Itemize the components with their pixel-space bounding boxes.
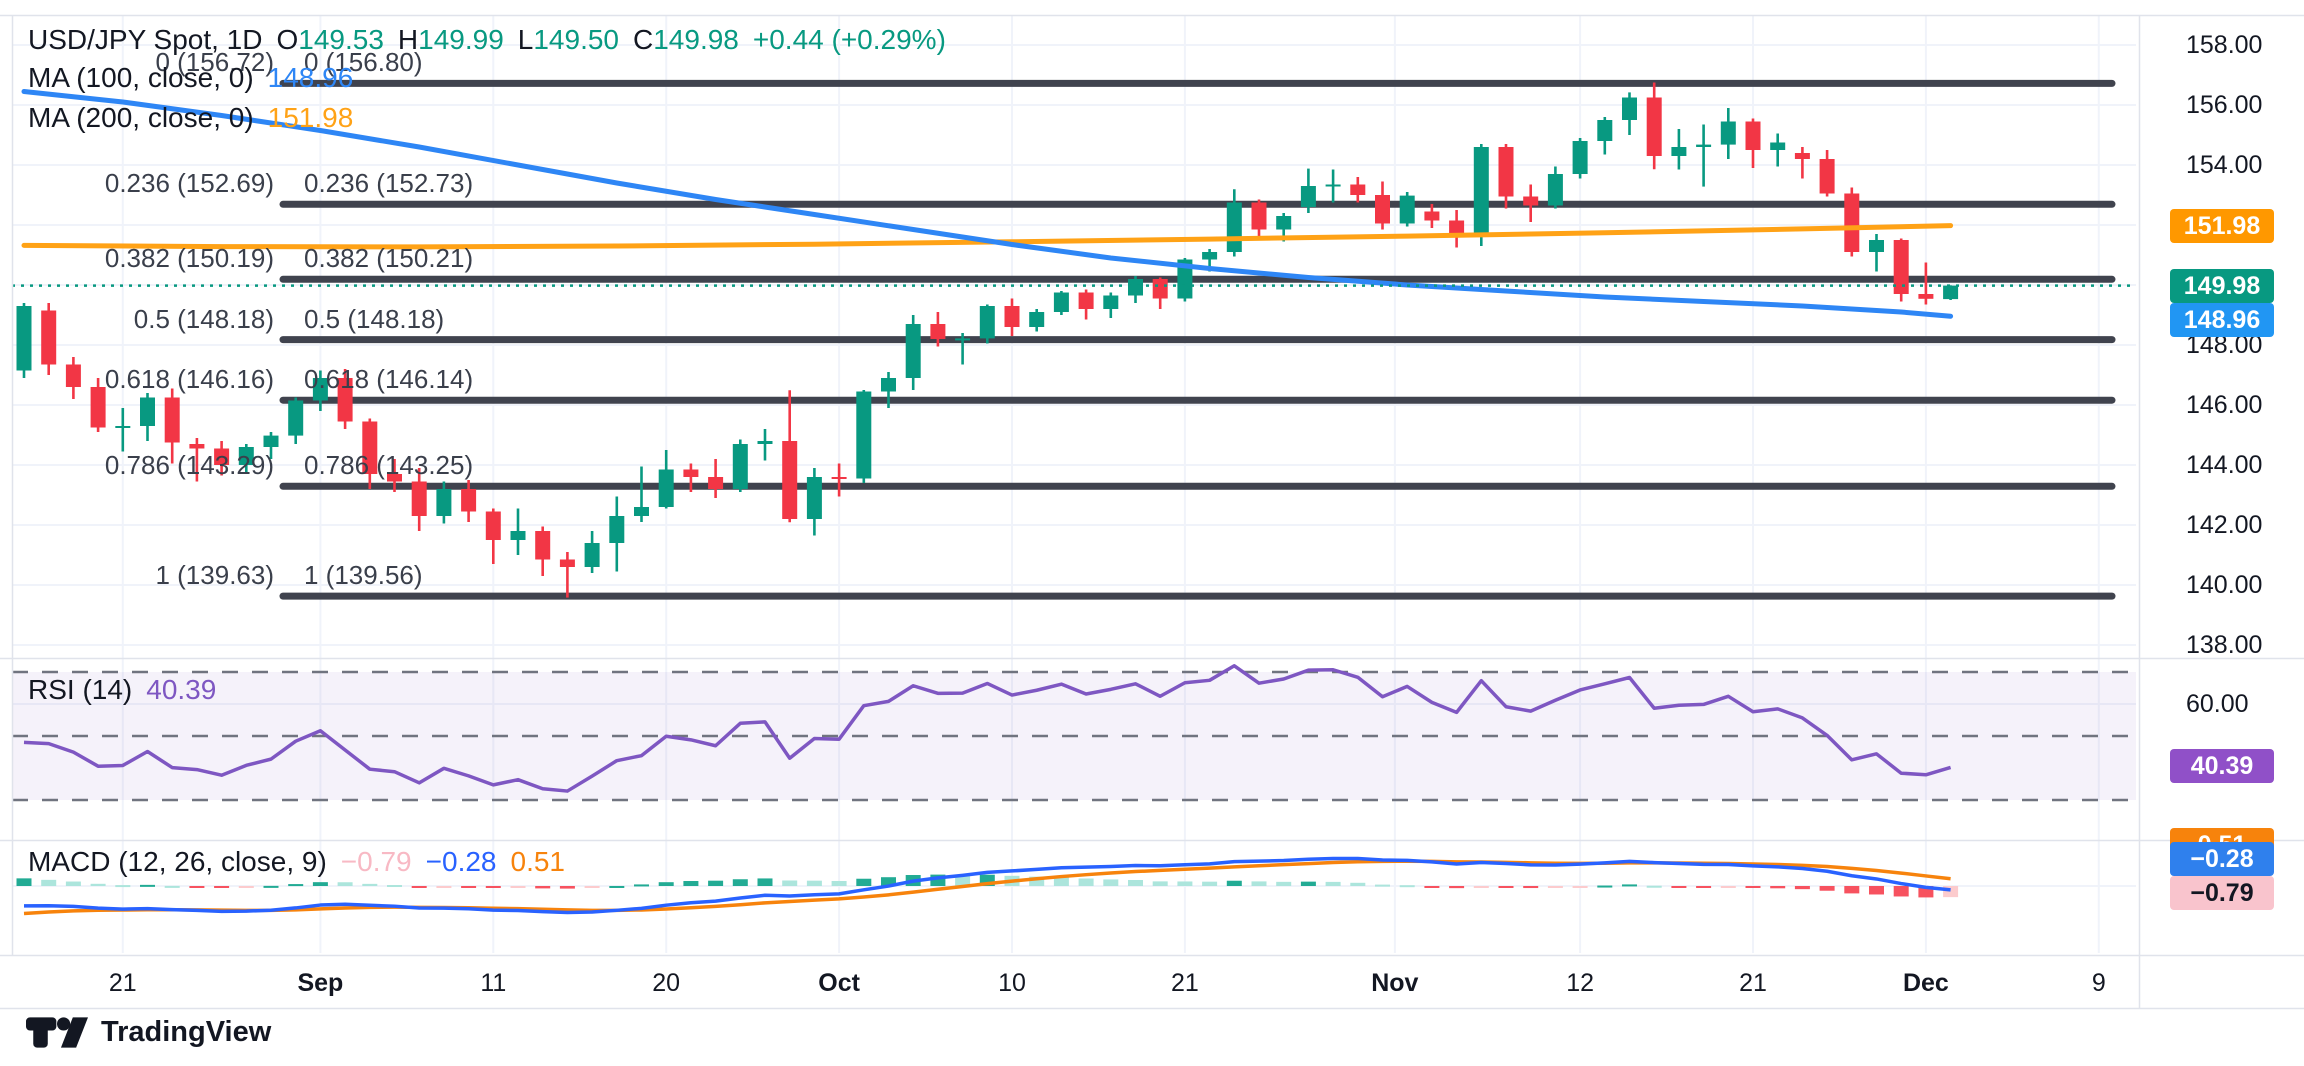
tradingview-logo-text: TradingView [101, 1016, 272, 1048]
macd-pane [16, 856, 1959, 916]
high-value: 149.99 [418, 24, 504, 55]
rsi-value: 40.39 [146, 674, 217, 705]
change-value: +0.44 (+0.29%) [752, 24, 946, 55]
macd-line-value: −0.28 [425, 846, 497, 877]
close-label: C [633, 24, 654, 55]
fib-retracement-lines [279, 79, 2116, 600]
ma200-line [21, 223, 1954, 250]
ma100-label: MA (100, close, 0) [28, 62, 254, 93]
grid [12, 15, 2136, 953]
ma100-value: 148.96 [267, 62, 354, 93]
macd-hist-value: −0.79 [340, 846, 412, 877]
macd-label: MACD (12, 26, close, 9) [28, 846, 327, 877]
low-label: L [517, 24, 534, 55]
close-value: 149.98 [653, 24, 739, 55]
symbol-legend[interactable]: USD/JPY Spot, 1D O 149.53 H 149.99 L 149.50… [28, 22, 946, 58]
rsi-pane [12, 664, 2136, 802]
rsi-legend[interactable]: RSI (14) 40.39 [28, 674, 216, 706]
ma100-legend[interactable]: MA (100, close, 0) 148.96 [28, 61, 353, 95]
ma200-value: 151.98 [267, 102, 354, 133]
low-value: 149.50 [533, 24, 619, 55]
tradingview-logo[interactable]: TradingView [26, 1016, 271, 1049]
macd-signal-value: 0.51 [510, 846, 566, 877]
tradingview-logo-icon [26, 1017, 88, 1048]
ma200-label: MA (200, close, 0) [28, 102, 254, 133]
pane-separators [0, 14, 2304, 1010]
macd-histogram [16, 874, 1959, 898]
open-label: O [276, 24, 299, 55]
rsi-label: RSI (14) [28, 674, 133, 705]
high-label: H [397, 24, 419, 55]
ma100-line [21, 89, 1954, 319]
symbol-title[interactable]: USD/JPY Spot, 1D [28, 24, 263, 55]
ma200-legend[interactable]: MA (200, close, 0) 151.98 [28, 101, 353, 135]
macd-legend[interactable]: MACD (12, 26, close, 9) −0.79 −0.28 0.51 [28, 846, 565, 878]
candlestick-series [16, 82, 1959, 598]
open-value: 149.53 [298, 24, 384, 55]
